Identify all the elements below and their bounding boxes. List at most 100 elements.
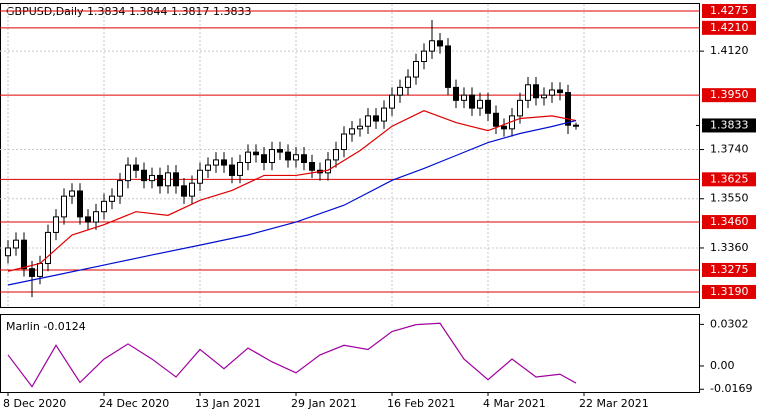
main-panel	[0, 3, 700, 308]
indicator-panel	[0, 314, 700, 393]
candle-body	[421, 50, 427, 62]
x-tick-label: 8 Dec 2020	[3, 397, 66, 410]
candle-body	[533, 84, 539, 99]
x-tick-label: 16 Feb 2021	[387, 397, 455, 410]
level-label-box	[702, 262, 756, 277]
moving-average	[7, 110, 577, 272]
y-tick-label: 0.0302	[710, 317, 749, 330]
level-label-box	[702, 88, 756, 103]
y-tick-label: 1.3740	[710, 143, 749, 156]
x-tick-label: 29 Jan 2021	[291, 397, 357, 410]
candle-body	[325, 159, 331, 174]
x-tick-label: 24 Dec 2020	[99, 397, 169, 410]
y-tick-label: 0.00	[710, 359, 735, 372]
candle-body	[101, 200, 107, 213]
level-label: 1.3950	[710, 88, 749, 101]
candle-body	[109, 195, 115, 202]
candle-body	[541, 94, 547, 99]
candle-body	[85, 216, 91, 223]
candle-body	[573, 124, 579, 127]
candle-body	[301, 154, 307, 163]
candle-body	[525, 84, 531, 101]
candle-body	[365, 115, 371, 127]
x-tick-label: 4 Mar 2021	[483, 397, 546, 410]
candle-body	[29, 268, 35, 277]
level-label-box	[702, 215, 756, 230]
candle-body	[221, 159, 227, 166]
level-label-box	[702, 3, 756, 18]
candle-body	[141, 169, 147, 182]
candle-body	[477, 99, 483, 109]
candle-body	[445, 45, 451, 88]
candle-body	[21, 239, 27, 270]
candle-body	[181, 185, 187, 197]
candle-body	[453, 86, 459, 101]
level-label-box	[702, 20, 756, 35]
price-label: 1.3833	[710, 118, 749, 131]
candle-body	[237, 161, 243, 176]
candle-body	[309, 161, 315, 171]
candle-body	[557, 89, 563, 94]
candle-body	[77, 190, 83, 218]
moving-average	[7, 119, 577, 286]
candle-body	[565, 92, 571, 126]
y-tick-label: 1.3550	[710, 192, 749, 205]
candle-body	[285, 151, 291, 161]
candle-body	[413, 60, 419, 78]
level-label: 1.4210	[710, 21, 749, 34]
candle-body	[61, 195, 67, 218]
level-label-box	[702, 284, 756, 299]
candle-body	[501, 125, 507, 130]
candle-body	[341, 133, 347, 151]
candle-body	[213, 159, 219, 166]
candle-body	[293, 154, 299, 161]
candle-body	[429, 40, 435, 52]
candle-body	[269, 149, 275, 163]
level-label: 1.3190	[710, 285, 749, 298]
y-tick-label: -0.0169	[710, 382, 752, 395]
candle-body	[485, 99, 491, 114]
candle-body	[349, 128, 355, 135]
candle-body	[125, 164, 131, 182]
candle-body	[149, 174, 155, 182]
candle-body	[197, 169, 203, 184]
candle-body	[357, 125, 363, 130]
y-tick-label: 1.3360	[710, 241, 749, 254]
candle-body	[117, 180, 123, 197]
candle-body	[549, 89, 555, 96]
candle-body	[261, 154, 267, 163]
candle-body	[5, 247, 11, 257]
candle-body	[189, 182, 195, 197]
candle-body	[461, 94, 467, 101]
candle-body	[469, 94, 475, 109]
candle-body	[93, 211, 99, 223]
level-label-box	[702, 172, 756, 187]
candle-body	[69, 190, 75, 197]
candle-body	[245, 151, 251, 163]
level-label: 1.4275	[710, 4, 749, 17]
candle-body	[13, 239, 19, 249]
price-label-box	[702, 118, 756, 133]
candle-body	[133, 164, 139, 171]
x-tick-label: 13 Jan 2021	[195, 397, 261, 410]
level-label: 1.3625	[710, 172, 749, 185]
candle-body	[373, 115, 379, 122]
candle-body	[229, 164, 235, 176]
candle-body	[205, 164, 211, 171]
candle-body	[37, 262, 43, 277]
candle-body	[517, 99, 523, 117]
candle-body	[381, 107, 387, 122]
x-tick-label: 22 Mar 2021	[579, 397, 649, 410]
candle-body	[493, 112, 499, 127]
y-tick-label: 1.4120	[710, 44, 749, 57]
candle-body	[173, 172, 179, 187]
candle-body	[437, 40, 443, 47]
candle-body	[157, 174, 163, 187]
candle-body	[333, 149, 339, 161]
chart-title: GBPUSD,Daily 1.3834 1.3844 1.3817 1.3833	[6, 5, 251, 18]
candle-body	[45, 231, 51, 264]
candle-body	[253, 151, 259, 156]
candle-body	[165, 172, 171, 187]
